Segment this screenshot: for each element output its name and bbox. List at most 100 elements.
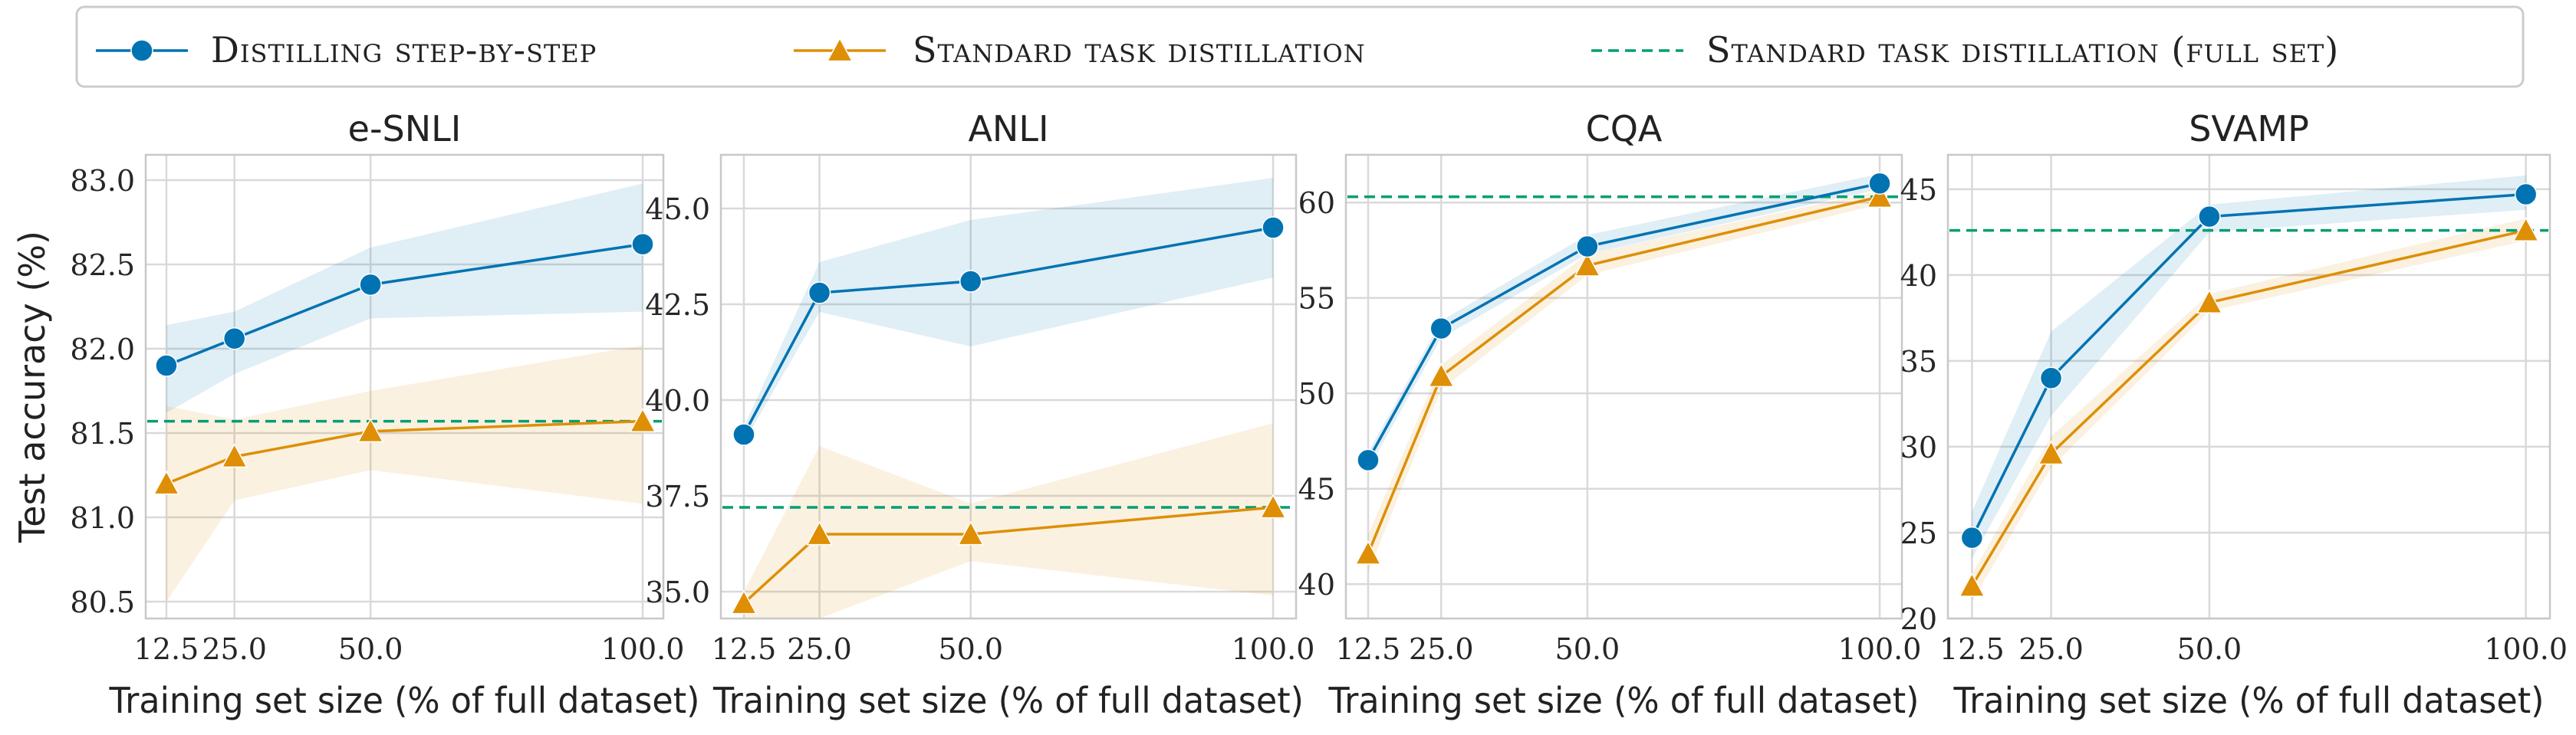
series-line-dss [166, 242, 643, 367]
y-tick-label: 35 [1900, 345, 1937, 379]
y-tick-label: 30 [1900, 431, 1937, 464]
data-point-dss [808, 281, 831, 304]
confidence-band-dss [743, 178, 1274, 442]
panel-cqa: 40 45 50 55 60 12.5 25.0 50.0 100.0 CQA Training s… [1298, 108, 1922, 721]
y-tick-label: 35.0 [645, 576, 710, 609]
data-point-dss [1960, 526, 1984, 550]
y-axis-label: Test accuracy (%) [12, 231, 53, 543]
x-tick-label: 50.0 [338, 632, 403, 666]
y-tick-label: 25 [1900, 517, 1937, 550]
x-tick-label: 50.0 [938, 632, 1003, 666]
legend-label-std: Standard task distillation [913, 29, 1366, 71]
panel-anli: 35.0 37.5 40.0 42.5 45.0 12.5 25.0 50.0 100.0 ANL… [645, 108, 1314, 721]
data-point-dss [732, 423, 755, 446]
data-point-std [2038, 440, 2064, 465]
axes-frame [144, 153, 665, 620]
data-point-std [730, 589, 758, 615]
data-point-dss [359, 273, 382, 297]
data-point-std [1354, 540, 1382, 565]
x-tick-label: 100.0 [1838, 632, 1922, 666]
x-tick-label: 25.0 [1409, 632, 1474, 666]
y-tick-label: 81.0 [70, 501, 135, 535]
series-line-std [742, 506, 1274, 605]
legend-label-full: Standard task distillation (full set) [1706, 29, 2339, 71]
data-point-dss [1357, 448, 1380, 472]
data-point-std [1959, 572, 1985, 597]
y-tick-label: 60 [1298, 186, 1335, 220]
x-tick-label: 50.0 [2177, 632, 2242, 666]
axes-frame [1946, 153, 2551, 620]
y-tick-label: 82.5 [70, 248, 135, 282]
data-point-std [629, 408, 656, 432]
y-tick-label: 45.0 [645, 192, 710, 226]
panel-e-snli: 80.5 81.0 81.5 82.0 82.5 83.0 12.5 25.0 50.0 100.… [12, 108, 700, 721]
legend-marker-dss [130, 39, 153, 62]
y-tick-label: 42.5 [645, 288, 710, 322]
data-point-std [1574, 251, 1601, 277]
data-point-dss [155, 354, 178, 377]
confidence-band-std [1972, 218, 2526, 602]
confidence-band-dss [1972, 175, 2526, 559]
x-tick-label: 25.0 [787, 632, 852, 666]
data-point-dss [1868, 172, 1891, 195]
legend: Distilling step-by-step Standard task dis… [75, 5, 2525, 88]
data-point-std [1428, 363, 1455, 388]
panel-title: e-SNLI [348, 108, 462, 149]
legend-marker-std [826, 37, 854, 62]
panel-title: SVAMP [2189, 108, 2309, 149]
y-tick-label: 50 [1298, 377, 1335, 411]
y-tick-label: 81.5 [70, 417, 135, 451]
x-tick-label: 25.0 [2018, 632, 2084, 666]
axes-frame [719, 153, 1298, 620]
x-tick-label: 12.5 [134, 632, 199, 666]
data-point-dss [222, 327, 246, 350]
x-axis-label: Training set size (% of full dataset) [1953, 680, 2545, 721]
data-point-std [806, 520, 833, 546]
data-point-dss [2198, 205, 2221, 228]
data-point-dss [2514, 182, 2538, 206]
y-tick-label: 20 [1900, 602, 1937, 636]
data-point-std [2512, 217, 2539, 241]
x-axis-label: Training set size (% of full dataset) [109, 680, 700, 721]
x-tick-label: 12.5 [712, 632, 777, 666]
x-tick-label: 12.5 [1336, 632, 1401, 666]
x-axis-label: Training set size (% of full dataset) [1328, 680, 1920, 721]
axes-frame [1344, 153, 1903, 620]
data-point-dss [631, 232, 654, 256]
series-line-dss [1970, 192, 2526, 539]
legend-label-dss: Distilling step-by-step [211, 29, 597, 71]
data-point-dss [1429, 317, 1453, 340]
series-line-std [1970, 228, 2527, 587]
y-tick-label: 82.0 [70, 333, 135, 366]
plot-area [146, 155, 663, 619]
series-line-dss [1367, 182, 1880, 461]
confidence-band-dss [166, 183, 643, 413]
panel-svamp: 20 25 30 35 40 45 12.5 25.0 50.0 100.0 SVAMP Traini… [1900, 108, 2568, 721]
y-tick-label: 55 [1298, 282, 1335, 316]
confidence-band-dss [1367, 173, 1880, 470]
panel-title: ANLI [968, 108, 1048, 149]
series-line-std [1367, 195, 1880, 555]
data-point-std [221, 443, 248, 468]
panel-title: CQA [1586, 108, 1663, 149]
legend-box [75, 5, 2525, 88]
x-tick-label: 12.5 [1939, 632, 2005, 666]
data-point-dss [1576, 235, 1599, 258]
x-tick-label: 100.0 [1232, 632, 1315, 666]
series-line-std [166, 419, 643, 485]
y-tick-label: 45 [1298, 473, 1335, 507]
confidence-band-std [743, 423, 1274, 619]
x-tick-label: 100.0 [2484, 632, 2568, 666]
data-point-dss [1262, 216, 1285, 239]
confidence-band-std [166, 345, 643, 602]
y-tick-label: 40.0 [645, 384, 710, 418]
data-point-dss [2039, 366, 2063, 390]
data-point-std [357, 418, 384, 443]
x-tick-label: 50.0 [1555, 632, 1620, 666]
y-tick-label: 83.0 [70, 164, 135, 198]
y-tick-label: 40 [1900, 259, 1937, 293]
data-point-std [153, 470, 180, 495]
y-tick-label: 80.5 [70, 586, 135, 619]
series-line-dss [742, 226, 1274, 435]
